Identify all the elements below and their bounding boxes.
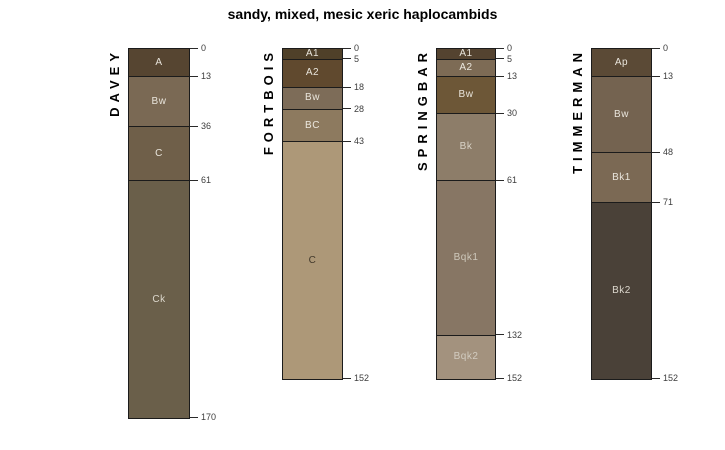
depth-tick: [190, 179, 198, 181]
profile-name-springbar: SPRINGBAR: [415, 48, 430, 172]
depth-tick: [496, 377, 504, 379]
depth-label: 5: [507, 53, 513, 64]
depth-tick: [652, 151, 660, 153]
depth-label: 0: [663, 43, 669, 53]
depth-label: 13: [507, 71, 518, 82]
horizon-block: A1: [437, 49, 495, 60]
horizon-label: A: [155, 56, 163, 68]
horizon-block: BC: [283, 109, 342, 143]
depth-tick: [496, 334, 504, 336]
depth-label: 152: [354, 373, 370, 383]
depth-label: 71: [663, 197, 674, 208]
horizon-block: Bqk2: [437, 335, 495, 379]
depth-label: 152: [507, 373, 523, 383]
depth-label: 18: [354, 82, 365, 93]
depth-tick: [343, 140, 351, 142]
horizon-label: A1: [305, 48, 320, 59]
depth-tick: [496, 112, 504, 114]
depth-label: 152: [663, 373, 679, 383]
profile-column-timmerman: Ap Bw Bk1 Bk2: [591, 48, 652, 380]
depth-label: 5: [354, 53, 360, 64]
depth-label: 48: [663, 147, 674, 158]
horizon-block: Bqk1: [437, 181, 495, 336]
horizon-label: Ck: [152, 293, 166, 305]
horizon-block: Bw: [283, 88, 342, 110]
depth-label: 13: [201, 71, 212, 82]
depth-tick: [496, 75, 504, 77]
depth-tick: [496, 47, 504, 49]
depth-label: 0: [507, 43, 513, 53]
depth-label: 61: [201, 175, 212, 186]
depth-label: 28: [354, 103, 365, 114]
depth-label: 30: [507, 108, 518, 119]
horizon-block: C: [129, 127, 189, 182]
horizon-block: Bw: [592, 77, 651, 154]
horizon-label: A1: [459, 48, 473, 59]
horizon-label: Ap: [614, 56, 629, 68]
horizon-label: Bw: [305, 92, 320, 104]
profile-column-fortbois: A1 A2 Bw BC C: [282, 48, 343, 380]
horizon-label: BC: [305, 119, 320, 131]
horizon-block: Bk2: [592, 203, 651, 379]
depth-tick: [652, 377, 660, 379]
horizon-block: A2: [437, 59, 495, 78]
depth-tick: [652, 201, 660, 203]
depth-tick: [343, 58, 351, 60]
chart-title: sandy, mixed, mesic xeric haplocambids: [227, 6, 498, 22]
horizon-block: A1: [283, 49, 342, 60]
depth-tick: [343, 86, 351, 88]
horizon-label: C: [155, 147, 163, 159]
depth-label: 0: [201, 43, 207, 53]
depth-tick: [190, 125, 198, 127]
depth-tick: [190, 75, 198, 77]
horizon-label: Bw: [614, 108, 629, 120]
horizon-block: A: [129, 49, 189, 78]
depth-label: 13: [663, 71, 674, 82]
depth-label: 132: [507, 329, 523, 340]
horizon-block: Bw: [129, 77, 189, 128]
horizon-label: Bk1: [612, 171, 631, 183]
depth-label: 61: [507, 175, 518, 186]
horizon-label: C: [308, 254, 317, 266]
depth-tick: [496, 179, 504, 181]
horizon-label: A2: [305, 67, 320, 79]
horizon-label: Bqk2: [453, 351, 479, 363]
depth-tick: [343, 47, 351, 49]
depth-label: 0: [354, 43, 360, 53]
depth-label: 43: [354, 136, 365, 147]
profile-column-springbar: A1 A2 Bw Bk Bqk1 Bqk2: [436, 48, 496, 380]
horizon-block: Bw: [437, 77, 495, 115]
horizon-block: C: [283, 142, 342, 379]
depth-tick: [190, 47, 198, 49]
profile-name-timmerman: TIMMERMAN: [570, 48, 585, 174]
horizon-label: Bqk1: [453, 251, 479, 263]
depth-tick: [190, 416, 198, 418]
profile-name-davey: DAVEY: [107, 48, 122, 117]
horizon-label: Bk: [459, 141, 473, 153]
profile-column-davey: A Bw C Ck: [128, 48, 190, 420]
depth-tick: [496, 58, 504, 60]
horizon-label: Bk2: [612, 285, 631, 297]
depth-tick: [343, 377, 351, 379]
horizon-block: Bk1: [592, 153, 651, 204]
depth-label: 36: [201, 121, 212, 132]
depth-label: 170: [201, 412, 217, 423]
horizon-label: Bw: [151, 95, 167, 107]
horizon-block: Ap: [592, 49, 651, 78]
horizon-block: A2: [283, 59, 342, 89]
depth-tick: [343, 108, 351, 110]
horizon-label: A2: [459, 62, 473, 74]
depth-tick: [652, 75, 660, 77]
depth-tick: [652, 47, 660, 49]
horizon-block: Bk: [437, 114, 495, 182]
horizon-block: Ck: [129, 181, 189, 419]
profile-name-fortbois: FORTBOIS: [261, 48, 276, 156]
horizon-label: Bw: [458, 89, 474, 101]
